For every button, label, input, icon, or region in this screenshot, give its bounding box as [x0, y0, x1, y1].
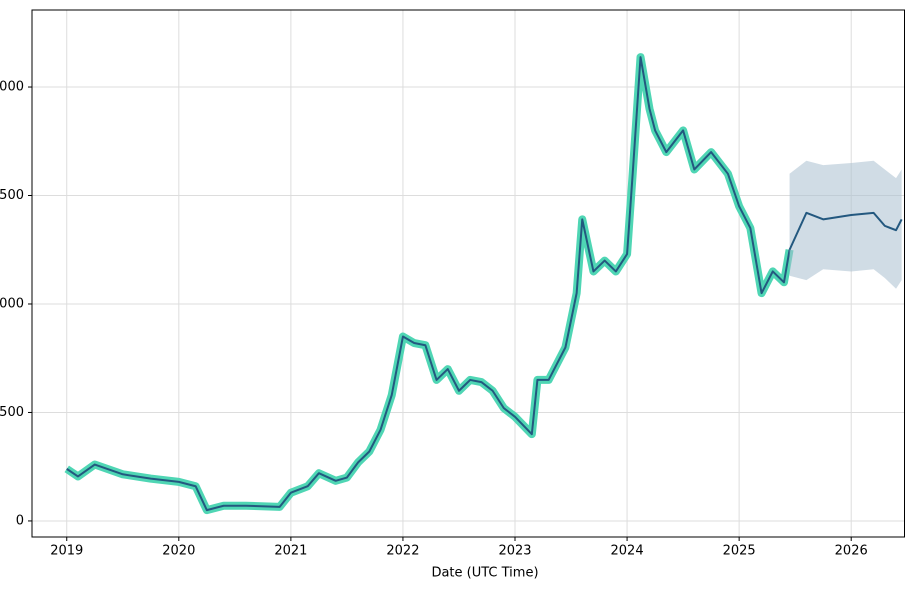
y-tick-label: 1000 [0, 296, 24, 311]
x-tick-label: 2020 [162, 544, 195, 559]
x-tick-label: 2024 [611, 544, 644, 559]
x-axis-label: Date (UTC Time) [431, 566, 538, 581]
y-tick-label: 2000 [0, 80, 24, 95]
x-tick-label: 2021 [274, 544, 307, 559]
x-tick-label: 2019 [50, 544, 83, 559]
y-tick-label: 1500 [0, 188, 24, 203]
confidence-band [789, 160, 902, 289]
line [788, 211, 903, 251]
x-tick-label: 2026 [835, 544, 868, 559]
y-tick-label: 500 [0, 405, 24, 420]
x-tick-label: 2025 [723, 544, 756, 559]
x-tick-label: 2022 [386, 544, 419, 559]
line-halo [64, 53, 794, 515]
y-tick-label: 0 [16, 513, 24, 528]
line [66, 56, 791, 512]
x-tick-label: 2023 [498, 544, 531, 559]
